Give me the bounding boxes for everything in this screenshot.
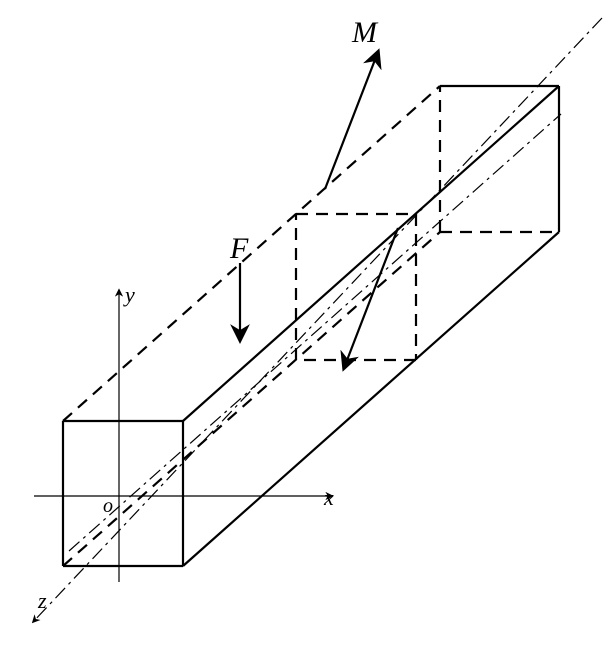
- label-origin: o: [103, 495, 113, 517]
- axis-z: [33, 18, 602, 622]
- label-y: y: [123, 282, 135, 307]
- moment-m-arrow-up: [325, 52, 378, 189]
- beam-diagram: M F x y z o: [0, 0, 616, 649]
- label-x: x: [323, 485, 334, 510]
- moment-m-arrow-down: [344, 228, 398, 368]
- beam-centerline: [69, 114, 561, 551]
- label-f: F: [229, 232, 249, 265]
- beam-hidden-edges: [63, 86, 559, 566]
- label-z: z: [37, 588, 47, 613]
- label-m: M: [351, 16, 379, 49]
- beam-solid-edges: [63, 86, 559, 566]
